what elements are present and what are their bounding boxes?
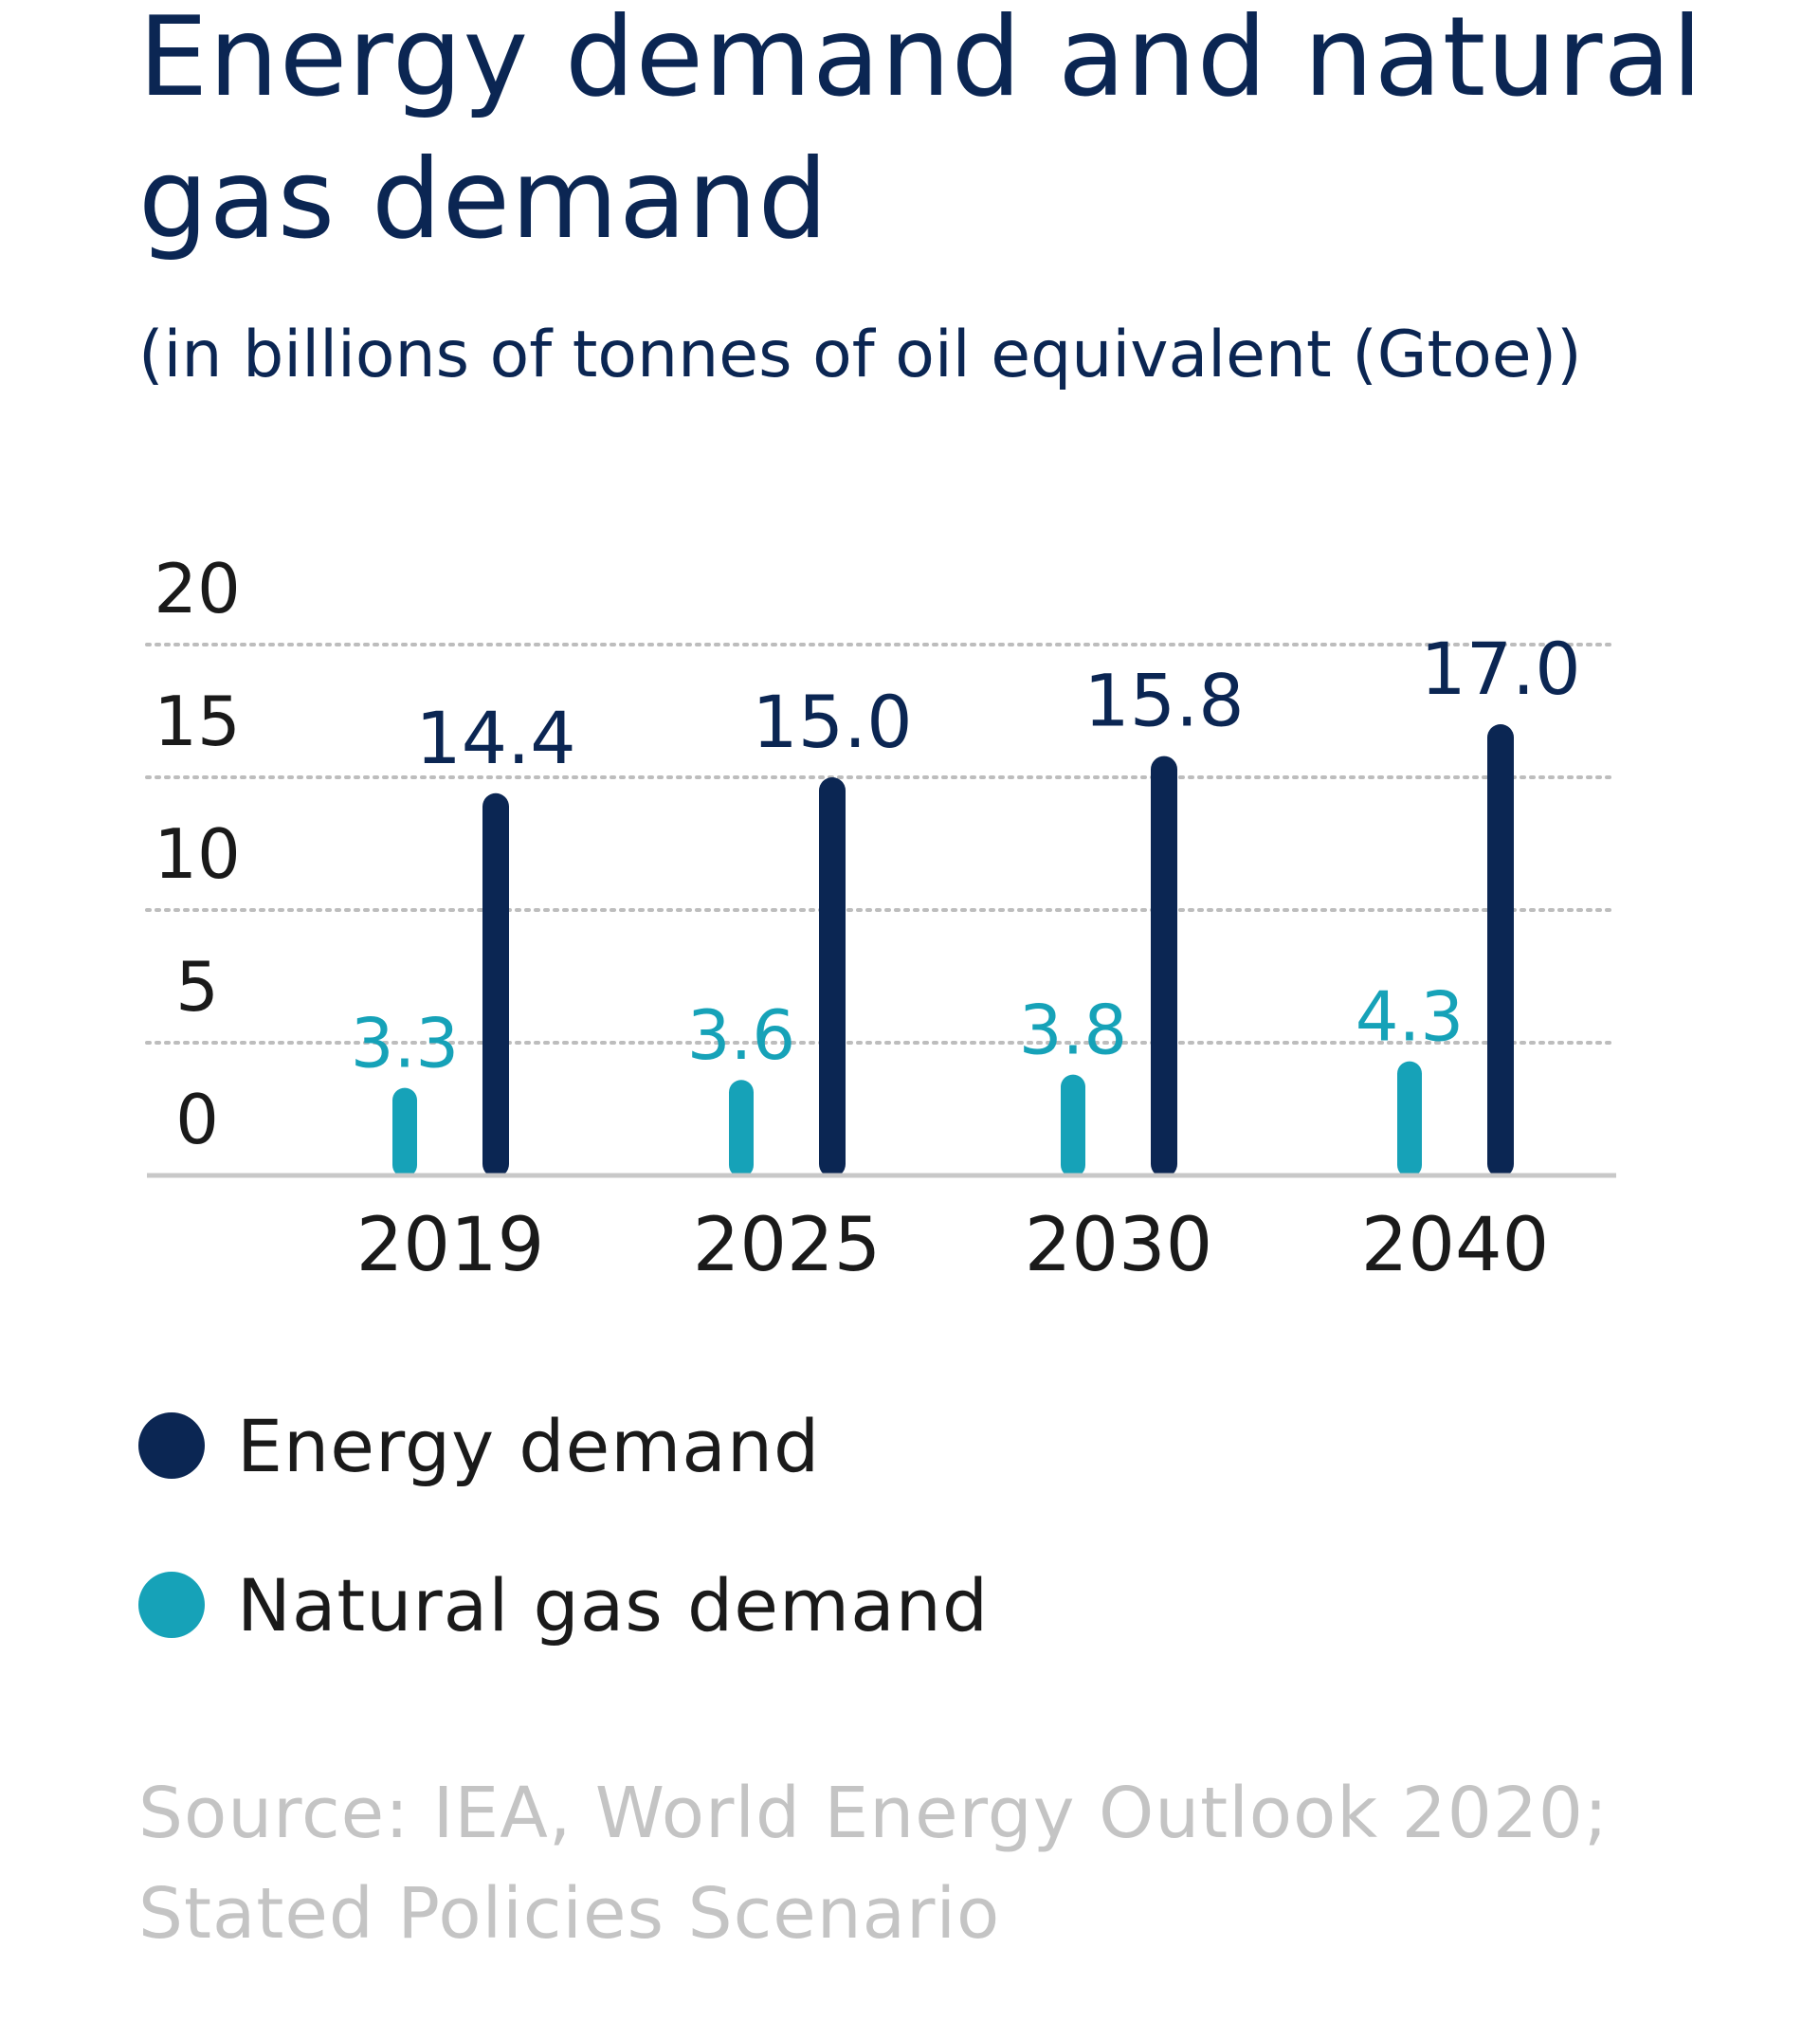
x-category-label: 2025 xyxy=(693,1203,882,1288)
data-label-natural-gas: 4.3 xyxy=(1356,977,1465,1057)
x-category-label: 2030 xyxy=(1025,1203,1213,1288)
legend: Energy demand Natural gas demand xyxy=(138,1389,989,1707)
legend-label-gas: Natural gas demand xyxy=(237,1562,990,1648)
data-label-energy: 14.4 xyxy=(415,696,575,780)
legend-item-gas: Natural gas demand xyxy=(138,1548,989,1662)
data-label-natural-gas: 3.8 xyxy=(1019,991,1128,1070)
data-label-energy: 15.8 xyxy=(1083,659,1244,743)
bar-natural-gas xyxy=(729,1080,754,1177)
data-labels: 3.3 14.4 3.6 15.0 3.8 15.8 4.3 17.0 xyxy=(351,627,1581,1083)
bar-energy xyxy=(1151,756,1177,1177)
y-tick-label: 0 xyxy=(175,1080,219,1159)
data-label-energy: 15.0 xyxy=(752,680,912,764)
gridlines xyxy=(145,643,1618,1045)
legend-swatch-gas xyxy=(138,1572,205,1638)
bar-natural-gas xyxy=(1397,1061,1422,1177)
bar-energy xyxy=(1487,724,1514,1177)
y-tick-label: 15 xyxy=(154,682,241,761)
bars xyxy=(392,724,1514,1177)
data-label-natural-gas: 3.3 xyxy=(351,1004,460,1083)
legend-item-energy: Energy demand xyxy=(138,1389,989,1502)
y-tick-label: 10 xyxy=(154,814,241,894)
data-label-natural-gas: 3.6 xyxy=(687,995,796,1075)
bar-natural-gas xyxy=(392,1087,417,1177)
y-axis-ticks: 0 5 10 15 20 xyxy=(154,549,241,1159)
x-category-label: 2040 xyxy=(1361,1203,1550,1288)
chart-title: Energy demand and natural gas demand xyxy=(138,0,1703,264)
data-label-energy: 17.0 xyxy=(1420,627,1580,711)
bar-chart: 0 5 10 15 20 3.3 14.4 3.6 15.0 3.8 15.8 4.3 17.0 20… xyxy=(145,549,1618,1288)
y-tick-label: 5 xyxy=(175,947,219,1027)
bar-energy xyxy=(819,777,846,1177)
x-category-label: 2019 xyxy=(356,1203,545,1288)
chart-subtitle: (in billions of tonnes of oil equivalent… xyxy=(138,318,1582,392)
legend-label-energy: Energy demand xyxy=(237,1403,821,1488)
x-axis-categories: 2019 2025 2030 2040 xyxy=(356,1203,1550,1288)
y-tick-label: 20 xyxy=(154,549,241,628)
bar-natural-gas xyxy=(1061,1074,1085,1177)
bar-energy xyxy=(482,792,509,1177)
legend-swatch-energy xyxy=(138,1412,205,1479)
source-note: Source: IEA, World Energy Outlook 2020; … xyxy=(138,1773,1609,1955)
